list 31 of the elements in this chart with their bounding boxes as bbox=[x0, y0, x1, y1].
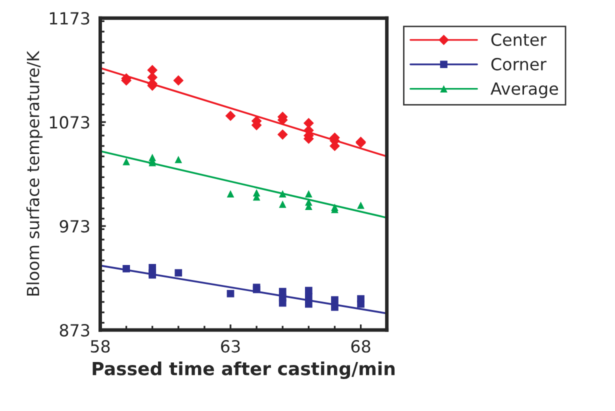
point bbox=[305, 300, 312, 308]
legend-label: Corner bbox=[491, 58, 546, 70]
point bbox=[226, 190, 234, 198]
point bbox=[278, 200, 286, 208]
point bbox=[226, 290, 234, 298]
x-tick-label: 68 bbox=[351, 340, 370, 353]
point bbox=[174, 269, 182, 277]
y-tick-label: 1073 bbox=[50, 116, 90, 129]
legend-label: Average bbox=[490, 82, 558, 98]
point bbox=[122, 265, 130, 272]
point bbox=[173, 75, 184, 86]
point bbox=[331, 296, 338, 304]
x-tick-label: 63 bbox=[221, 340, 240, 353]
point bbox=[122, 158, 130, 166]
point bbox=[278, 190, 286, 198]
point bbox=[278, 299, 286, 307]
point bbox=[305, 190, 312, 198]
point bbox=[331, 303, 338, 311]
point bbox=[174, 156, 182, 164]
point bbox=[357, 202, 364, 209]
point bbox=[357, 300, 364, 308]
legend-label: Center bbox=[491, 33, 547, 46]
y-tick-label: 973 bbox=[60, 220, 90, 233]
y-tick-label: 1173 bbox=[50, 12, 90, 25]
point bbox=[305, 293, 312, 300]
point bbox=[277, 129, 288, 140]
x-axis-title: Passed time after casting/min bbox=[92, 361, 395, 380]
y-tick-label: 873 bbox=[60, 324, 90, 337]
y-axis-title: Bloom surface temperature/K bbox=[26, 50, 43, 296]
x-tick-label: 58 bbox=[90, 340, 110, 353]
point bbox=[225, 110, 236, 122]
